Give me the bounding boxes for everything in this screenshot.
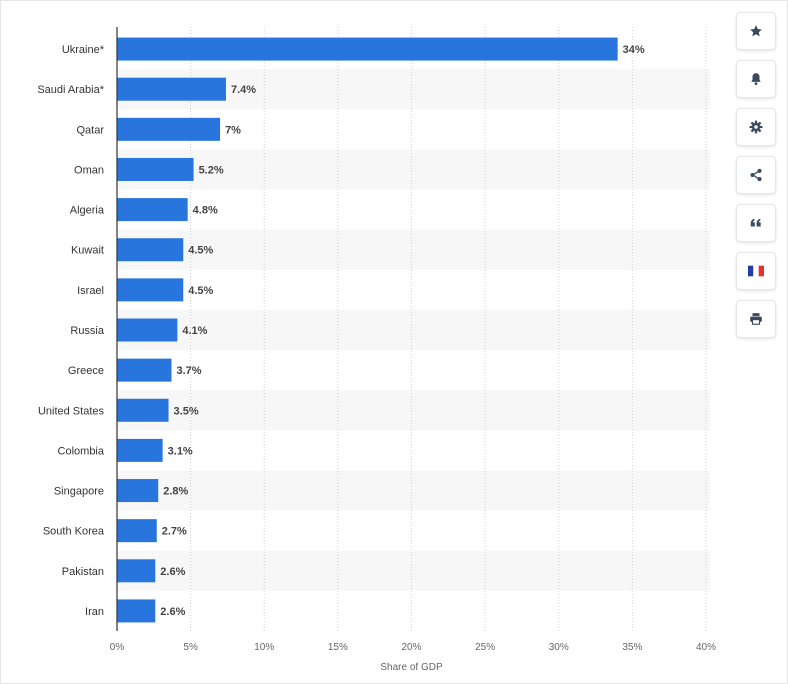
favorite-button[interactable] — [736, 12, 776, 50]
x-tick-label: 0% — [110, 642, 125, 653]
french-flag-icon — [748, 265, 764, 277]
bar — [117, 438, 163, 462]
row-band — [117, 149, 710, 190]
gear-icon — [749, 120, 763, 134]
value-label: 5.2% — [199, 164, 224, 176]
bell-icon — [749, 72, 763, 86]
bar — [117, 238, 184, 262]
category-label: South Korea — [43, 526, 105, 538]
x-tick-label: 30% — [549, 642, 569, 653]
value-label: 7% — [225, 124, 241, 136]
category-label: Qatar — [76, 124, 104, 136]
print-button[interactable] — [736, 300, 776, 338]
category-label: Ukraine* — [62, 44, 105, 56]
value-label: 4.8% — [193, 205, 218, 217]
bar — [117, 559, 156, 583]
value-label: 2.7% — [162, 526, 187, 538]
bar — [117, 318, 178, 342]
language-button[interactable] — [736, 252, 776, 290]
row-band — [117, 309, 710, 351]
bar-chart: Ukraine* 34% Saudi Arabia* 7.4% Qatar 7% Oman 5… — [37, 27, 716, 673]
bar — [117, 117, 221, 141]
bar — [117, 37, 618, 61]
category-label: Greece — [68, 365, 104, 377]
x-tick-label: 35% — [622, 642, 642, 653]
star-icon — [749, 24, 763, 38]
value-label: 3.5% — [174, 405, 199, 417]
cite-button[interactable] — [736, 204, 776, 242]
quote-icon — [749, 216, 763, 230]
category-label: Algeria — [70, 205, 105, 217]
value-label: 7.4% — [231, 84, 256, 96]
share-button[interactable] — [736, 156, 776, 194]
x-tick-label: 25% — [475, 642, 495, 653]
bar — [117, 198, 188, 222]
chart-toolbar — [736, 12, 776, 348]
share-icon — [749, 168, 763, 182]
value-label: 3.1% — [168, 445, 193, 457]
bar — [117, 398, 169, 422]
print-icon — [749, 312, 763, 326]
value-label: 34% — [623, 44, 645, 56]
category-label: Saudi Arabia* — [37, 84, 104, 96]
bar — [117, 358, 172, 382]
x-tick-label: 40% — [696, 642, 716, 653]
bar — [117, 278, 184, 302]
value-label: 4.1% — [182, 325, 207, 337]
x-axis-title: Share of GDP — [380, 662, 443, 673]
value-label: 2.8% — [163, 486, 188, 498]
value-label: 2.6% — [160, 566, 185, 578]
notification-button[interactable] — [736, 60, 776, 98]
category-label: Colombia — [58, 445, 105, 457]
bar — [117, 157, 194, 181]
x-tick-label: 10% — [254, 642, 274, 653]
bar — [117, 599, 156, 623]
category-label: Kuwait — [71, 245, 104, 257]
category-label: Oman — [74, 164, 104, 176]
category-label: Israel — [77, 285, 104, 297]
x-tick-label: 20% — [401, 642, 421, 653]
value-label: 3.7% — [176, 365, 201, 377]
settings-button[interactable] — [736, 108, 776, 146]
category-label: United States — [38, 405, 105, 417]
row-band — [117, 470, 710, 511]
value-label: 2.6% — [160, 606, 185, 618]
bar — [117, 519, 157, 543]
bar — [117, 479, 159, 503]
category-label: Singapore — [54, 486, 104, 498]
row-band — [117, 390, 710, 431]
value-label: 4.5% — [188, 245, 213, 257]
x-tick-label: 5% — [183, 642, 198, 653]
x-tick-label: 15% — [328, 642, 348, 653]
value-label: 4.5% — [188, 285, 213, 297]
category-label: Russia — [70, 325, 105, 337]
row-band — [117, 229, 710, 270]
bar — [117, 77, 226, 101]
category-label: Pakistan — [62, 566, 104, 578]
row-band — [117, 550, 710, 591]
category-label: Iran — [85, 606, 104, 618]
